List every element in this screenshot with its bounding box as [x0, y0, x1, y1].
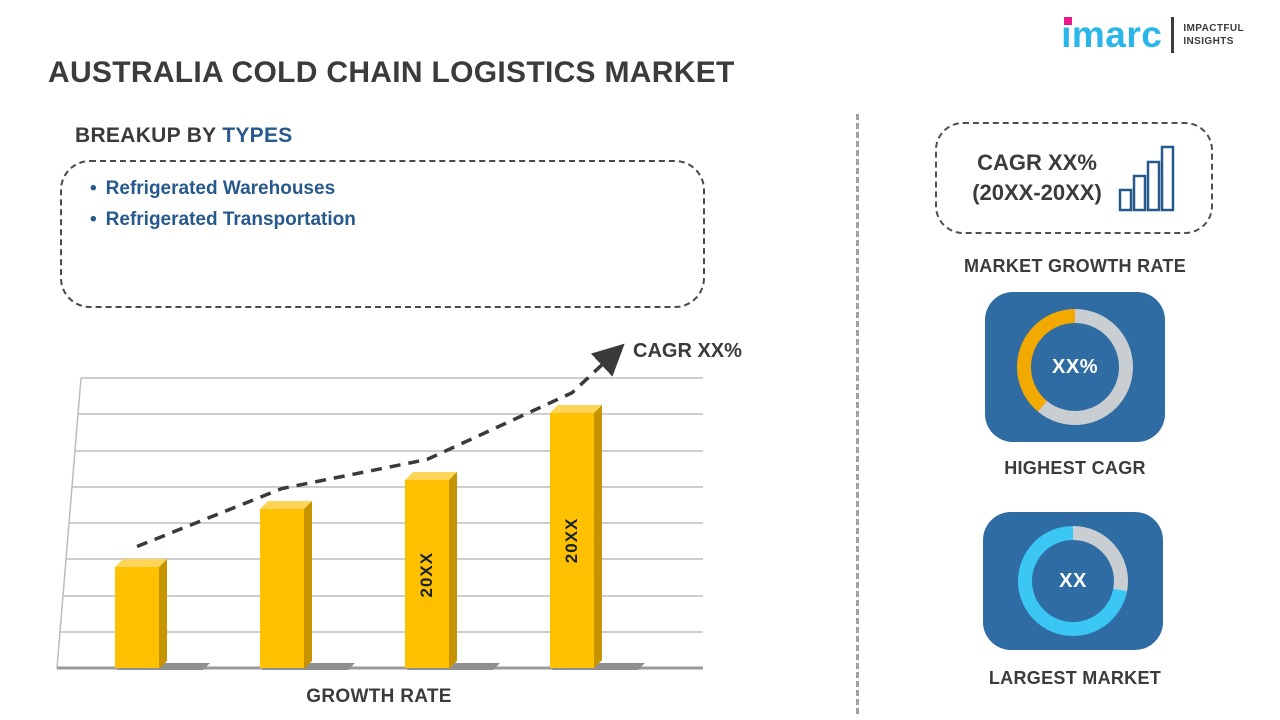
largest-market-caption: LARGEST MARKET: [988, 668, 1162, 688]
highest-cagr-caption: HIGHEST CAGR: [1004, 458, 1146, 478]
largest-market-donut: XX: [1018, 526, 1128, 636]
x-axis-label: GROWTH RATE: [306, 686, 452, 707]
breakup-heading: BREAKUP BY TYPES: [75, 124, 293, 148]
list-item: Refrigerated Transportation: [90, 209, 675, 231]
highest-cagr-tile: XX%: [985, 292, 1165, 442]
growth-rate-chart: 20XX 20XX CAGR XX% GROWTH RATE: [55, 338, 742, 710]
imarc-logo: ımarc IMPACTFUL INSIGHTS: [1061, 16, 1244, 53]
highest-cagr-donut: XX%: [1017, 309, 1133, 425]
bar-1: [115, 566, 159, 669]
largest-market-value-text: XX: [1059, 569, 1087, 592]
tagline-line1: IMPACTFUL: [1183, 22, 1244, 34]
bar-2: [260, 508, 304, 669]
tagline-line2: INSIGHTS: [1183, 35, 1234, 47]
cagr-value: CAGR XX%: [977, 150, 1097, 176]
breakup-heading-prefix: BREAKUP BY: [75, 124, 217, 147]
logo-pink-dot: [1064, 17, 1073, 25]
vertical-divider: [856, 114, 859, 714]
bar-chart-icon: [1118, 145, 1175, 212]
market-growth-card: CAGR XX% (20XX-20XX): [935, 122, 1213, 234]
list-item: Refrigerated Warehouses: [90, 178, 675, 200]
logo-divider: [1171, 16, 1175, 53]
largest-market-value: XX: [1032, 540, 1114, 622]
cagr-trend-label: CAGR XX%: [633, 340, 742, 362]
cagr-card-text: CAGR XX% (20XX-20XX): [972, 148, 1102, 207]
imarc-logo-text: ımarc: [1061, 16, 1162, 53]
bar-3: 20XX: [405, 479, 449, 668]
page-title: AUSTRALIA COLD CHAIN LOGISTICS MARKET: [48, 56, 735, 89]
highest-cagr-value: XX%: [1031, 323, 1119, 411]
breakup-heading-highlight: TYPES: [222, 124, 293, 147]
market-growth-rate-caption: MARKET GROWTH RATE: [963, 256, 1187, 276]
bar-2-label: [260, 509, 304, 669]
bar-4: 20XX: [550, 412, 594, 668]
breakup-types-box: Refrigerated Warehouses Refrigerated Tra…: [60, 160, 705, 308]
brand-wordmark: ımarc: [1061, 14, 1163, 55]
bar-4-label: 20XX: [562, 517, 581, 564]
bar-3-label: 20XX: [417, 550, 436, 597]
bar-1-label: [115, 567, 159, 669]
logo-tagline: IMPACTFUL INSIGHTS: [1183, 22, 1244, 48]
breakup-list: Refrigerated Warehouses Refrigerated Tra…: [90, 178, 675, 231]
largest-market-tile: XX: [983, 512, 1163, 650]
cagr-period: (20XX-20XX): [972, 180, 1102, 205]
highest-cagr-value-text: XX%: [1052, 355, 1098, 378]
